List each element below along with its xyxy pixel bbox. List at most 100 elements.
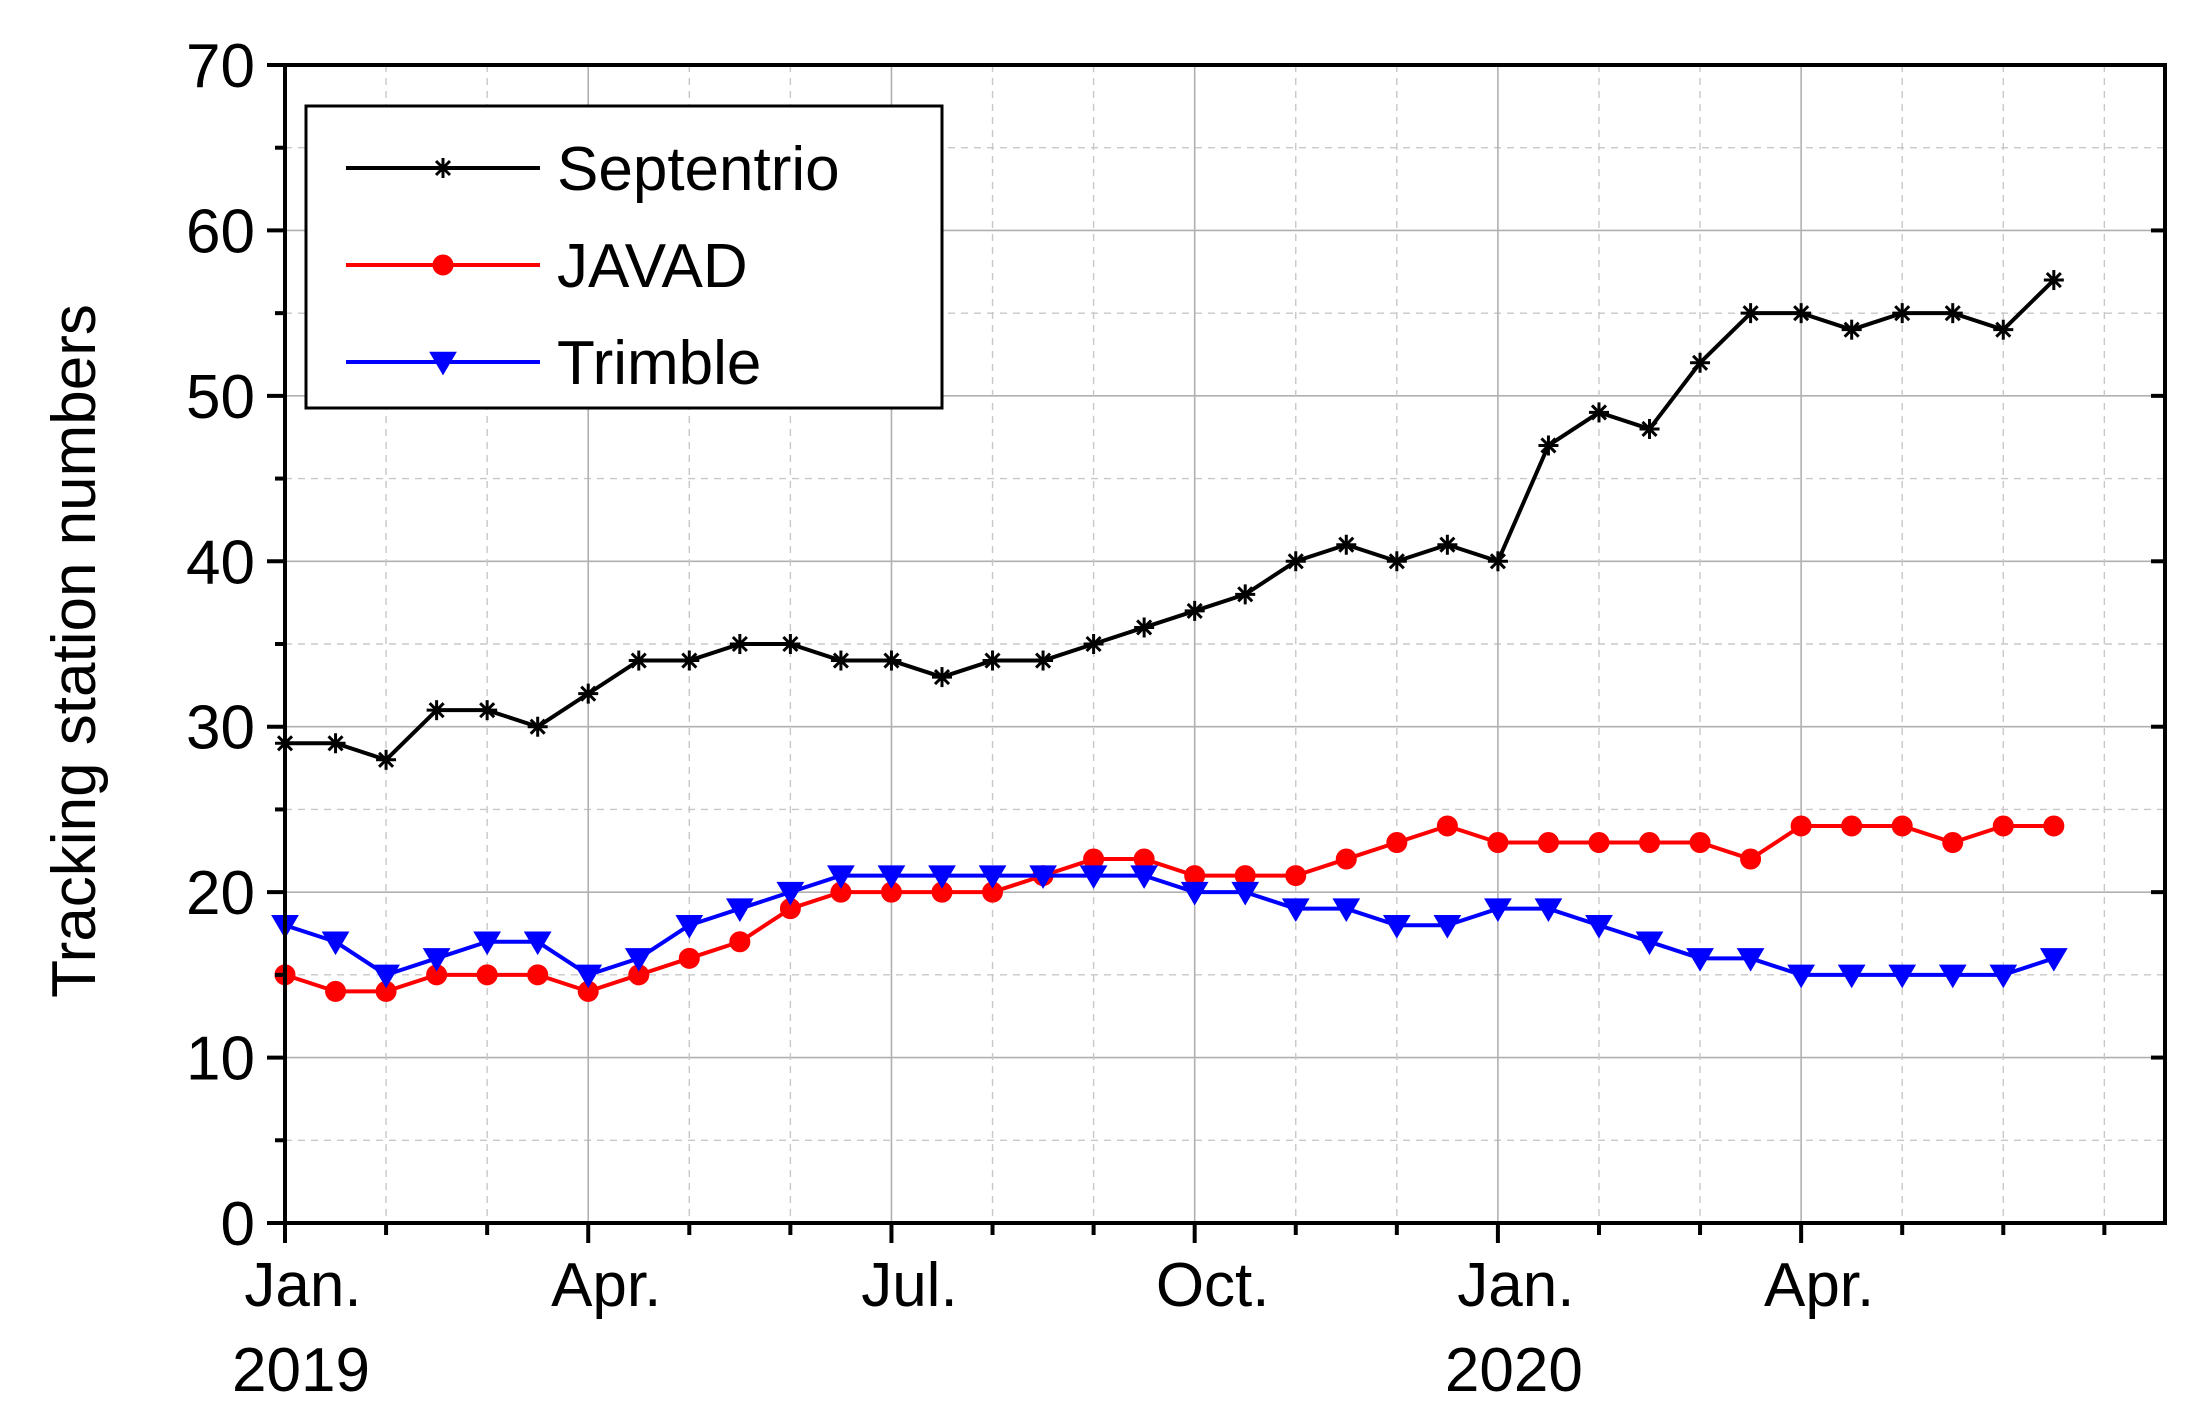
- septentrio-point: [1588, 402, 1609, 423]
- javad-point: [1639, 832, 1661, 854]
- trimble-point: [624, 948, 653, 972]
- series-septentrio: [275, 270, 2064, 770]
- septentrio-point: [1690, 352, 1711, 373]
- javad-point: [476, 964, 498, 986]
- javad-point: [527, 964, 549, 986]
- trimble-point: [1231, 881, 1260, 906]
- trimble-line: [284, 873, 2055, 977]
- y-tick-label: 70: [186, 32, 255, 101]
- legend-item-javad: JAVAD: [346, 232, 748, 301]
- axes: 0 10 20 30 40 50 60 70 Jan. 2019 Apr. Jul. Oct. Jan. 2…: [186, 32, 2167, 1405]
- legend: Septentrio JAVAD Trimble: [304, 104, 944, 410]
- septentrio-point: [426, 700, 447, 721]
- legend-marker: [432, 254, 454, 276]
- septentrio-point: [1942, 303, 1963, 324]
- trimble-point: [1130, 865, 1159, 889]
- javad-point: [1942, 832, 1964, 854]
- trimble-point: [675, 914, 704, 939]
- septentrio-point: [1285, 551, 1306, 572]
- trimble-point: [372, 964, 400, 989]
- trimble-point: [725, 898, 754, 923]
- trimble-point: [2039, 948, 2068, 972]
- series-javad: [274, 815, 2065, 1002]
- trimble-point: [1029, 865, 1057, 889]
- septentrio-point: [578, 683, 599, 704]
- javad-point: [1790, 815, 1812, 837]
- trimble-point: [827, 865, 855, 889]
- septentrio-point: [325, 733, 346, 754]
- x-tick-label: Apr.: [551, 1251, 661, 1320]
- javad-point: [1335, 848, 1357, 870]
- septentrio-point: [1083, 634, 1104, 654]
- septentrio-point: [931, 667, 952, 688]
- javad-point: [678, 947, 700, 969]
- trimble-point: [978, 865, 1007, 889]
- septentrio-point: [1386, 551, 1407, 572]
- septentrio-point: [477, 700, 498, 721]
- javad-point: [2043, 815, 2065, 837]
- septentrio-point: [1993, 319, 2014, 340]
- trimble-point: [1635, 931, 1664, 956]
- javad-point: [729, 931, 751, 953]
- trimble-point: [1433, 914, 1462, 939]
- septentrio-point: [780, 634, 801, 654]
- septentrio-point: [881, 650, 902, 671]
- trimble-point: [574, 964, 603, 989]
- trimble-point: [1484, 898, 1512, 923]
- trimble-point: [1585, 914, 1613, 939]
- javad-point: [1487, 832, 1509, 854]
- trimble-point: [877, 865, 906, 889]
- legend-box: [304, 104, 944, 410]
- legend-marker: [433, 158, 453, 178]
- trimble-point: [928, 865, 956, 889]
- legend-marker: [429, 351, 457, 376]
- javad-point: [1841, 815, 1863, 837]
- trimble-point: [1686, 948, 1714, 972]
- y-tick-label: 50: [186, 363, 255, 432]
- y-tick-label: 10: [186, 1025, 255, 1094]
- trimble-point: [1837, 964, 1866, 989]
- x-tick-label: Jan.: [1457, 1251, 1574, 1320]
- y-tick-label: 40: [186, 528, 255, 597]
- legend-item-septentrio: Septentrio: [346, 135, 840, 204]
- trimble-point: [1938, 964, 1967, 989]
- x-tick-label: Jul.: [861, 1251, 957, 1320]
- javad-point: [1386, 832, 1408, 854]
- x-tick-year-label: 2019: [232, 1336, 370, 1405]
- trimble-point: [1989, 964, 2018, 989]
- trimble-point: [1382, 914, 1411, 939]
- septentrio-point: [1740, 303, 1761, 324]
- javad-point: [1537, 832, 1559, 854]
- javad-point: [1285, 865, 1307, 887]
- y-axis-title: Tracking station numbers: [40, 304, 109, 998]
- trimble-point: [776, 881, 805, 906]
- trimble-point: [1332, 898, 1361, 923]
- javad-point: [1689, 832, 1711, 854]
- septentrio-point: [628, 650, 649, 671]
- x-tick-label: Oct.: [1156, 1251, 1270, 1320]
- septentrio-point: [1033, 650, 1054, 671]
- septentrio-point: [729, 634, 750, 654]
- trimble-point: [1888, 964, 1917, 989]
- y-tick-label: 0: [221, 1190, 255, 1259]
- septentrio-point: [982, 650, 1003, 671]
- septentrio-point: [679, 650, 700, 671]
- y-tick-label: 60: [186, 197, 255, 266]
- javad-point: [1436, 815, 1458, 837]
- legend-label: Trimble: [557, 329, 761, 398]
- trimble-point: [1079, 865, 1108, 889]
- septentrio-point: [1538, 435, 1559, 456]
- septentrio-point: [527, 716, 548, 737]
- septentrio-point: [2043, 270, 2064, 291]
- y-tick-label: 20: [186, 859, 255, 928]
- septentrio-point: [1791, 303, 1812, 324]
- septentrio-point: [1487, 551, 1508, 572]
- javad-point: [1740, 848, 1762, 870]
- trimble-point: [321, 931, 350, 956]
- x-tick-label: Jan.: [244, 1251, 361, 1320]
- javad-point: [1588, 832, 1610, 854]
- legend-label: Septentrio: [557, 135, 840, 204]
- legend-label: JAVAD: [557, 232, 748, 301]
- septentrio-point: [1336, 534, 1357, 555]
